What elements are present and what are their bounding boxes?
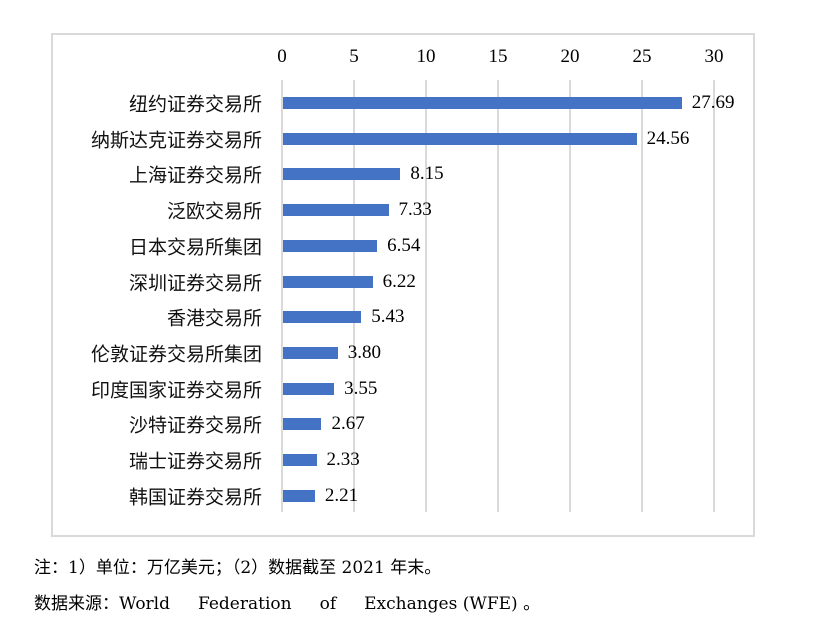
value-label: 5.43 [371,306,405,328]
value-label: 3.80 [347,341,381,363]
value-label: 3.55 [344,377,378,399]
category-label: 日本交易所集团 [128,236,262,259]
x-tick-label: 30 [704,46,724,67]
source-word-of: of [319,594,337,614]
chart-note-units: 注：1）单位：万亿美元；（2）数据截至 2021 年末。 [34,558,442,578]
bar [283,346,338,359]
bar [283,239,378,252]
value-label: 2.67 [331,413,365,435]
x-tick-label: 5 [349,46,359,67]
source-word-federation: Federation [198,594,292,614]
source-word-exchanges: Exchanges (WFE) 。 [364,594,541,614]
bar [283,132,637,145]
x-tick-label: 25 [632,46,652,67]
gridline [569,80,571,512]
bar [283,311,362,324]
value-label: 6.22 [382,270,416,292]
gridline [425,80,427,512]
bar [283,97,682,109]
bar [283,454,317,466]
category-label: 深圳证券交易所 [128,272,262,294]
x-tick-label: 20 [560,46,580,67]
category-label: 纽约证券交易所 [128,93,262,116]
category-label: 印度国家证券交易所 [90,379,262,402]
category-label: 泛欧交易所 [166,200,262,223]
bar [283,382,335,395]
chart-note-source: 数据来源：World Federation of Exchanges (WFE) 。 [34,589,540,614]
value-label: 27.69 [691,92,735,113]
value-label: 8.15 [410,163,444,185]
value-label: 6.54 [387,234,421,256]
gridline [353,80,355,512]
source-prefix: 数据来源：World [34,594,170,614]
bar [283,418,322,431]
bar [283,168,401,181]
bar [283,275,373,288]
bar [283,489,315,502]
category-label: 伦敦证券交易所集团 [90,343,262,366]
value-label: 7.33 [398,199,432,221]
gridline [641,80,643,512]
chart-frame [51,33,755,537]
x-tick-label: 10 [416,46,436,67]
value-label: 2.21 [324,484,359,506]
category-label: 香港交易所 [166,307,262,330]
gridline [497,80,499,512]
gridline [713,80,715,512]
category-label: 韩国证券交易所 [128,486,262,509]
x-tick-label: 15 [488,46,508,67]
x-tick-label: 0 [277,46,287,67]
category-label: 纳斯达克证券交易所 [90,129,262,152]
category-label: 瑞士证券交易所 [128,450,262,473]
category-label: 沙特证券交易所 [128,414,262,437]
gridline [281,80,283,512]
value-label: 24.56 [646,127,690,149]
value-label: 2.33 [326,449,360,470]
category-label: 上海证券交易所 [128,164,262,187]
bar [283,204,389,217]
